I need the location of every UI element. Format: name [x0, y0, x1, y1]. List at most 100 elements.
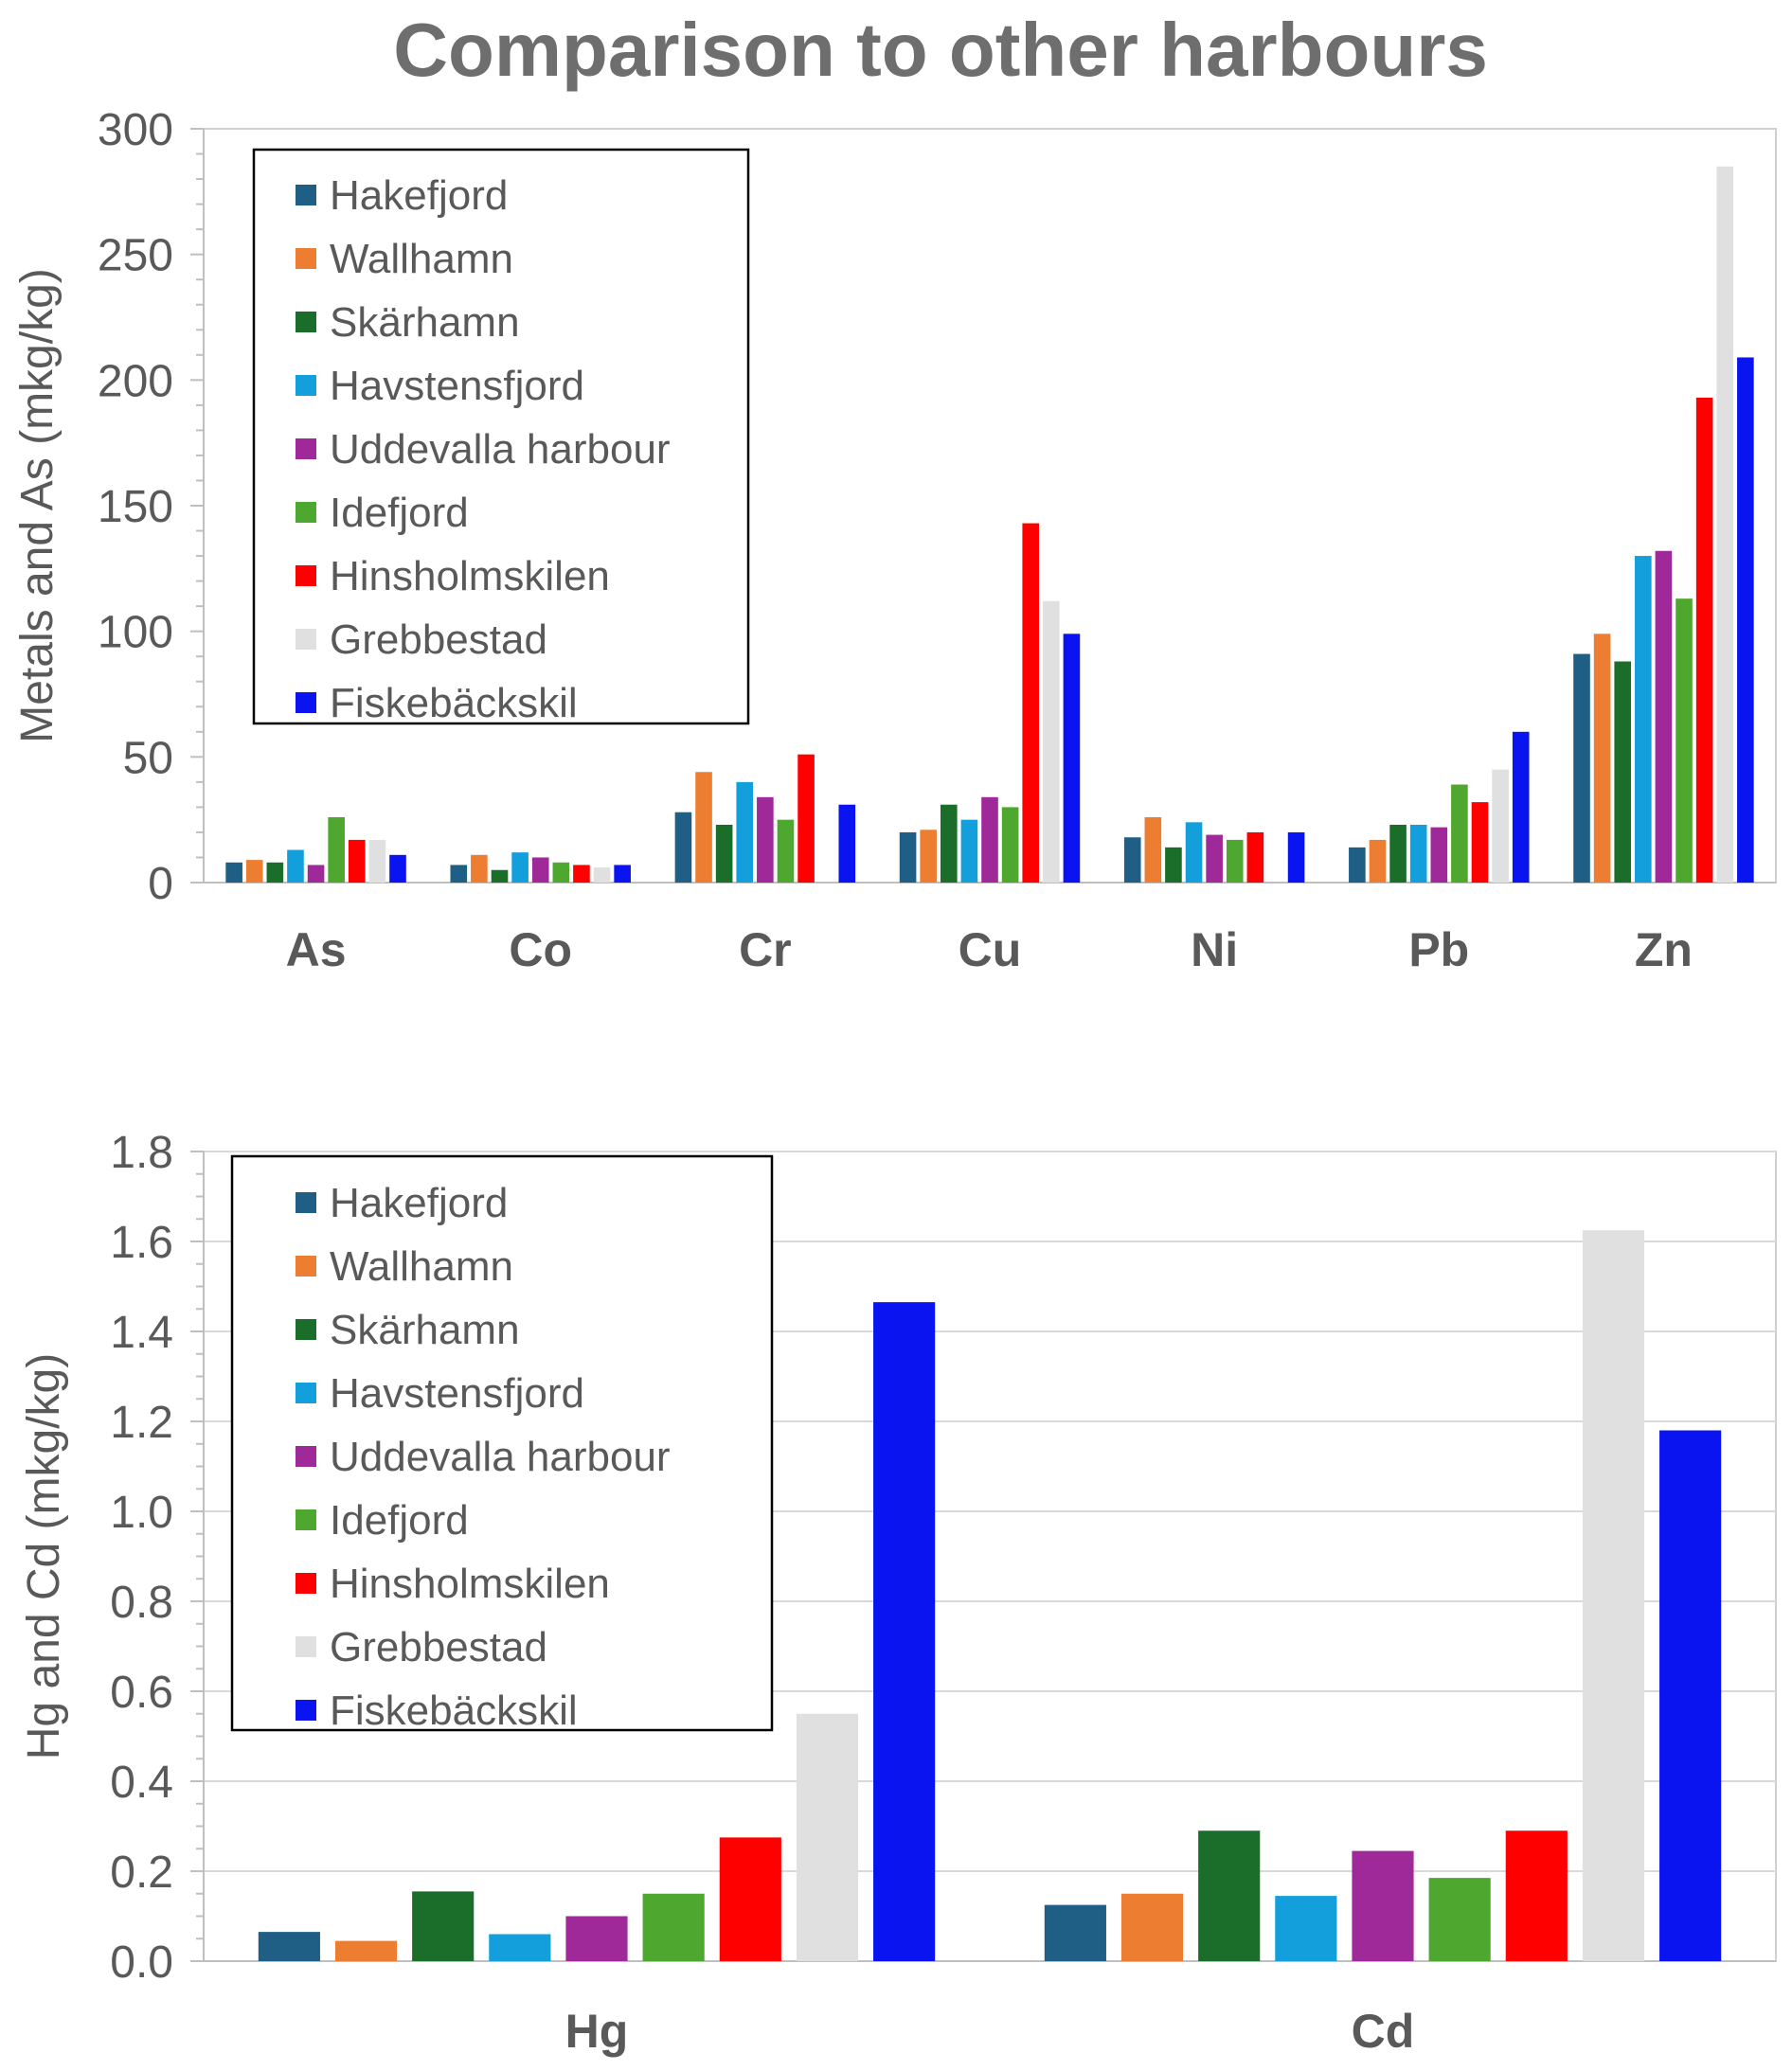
metals-bar — [245, 860, 263, 883]
hg-cd-bar — [489, 1934, 551, 1961]
metals-bar — [511, 852, 529, 883]
metals-legend-label: Fiskebäckskil — [330, 680, 578, 726]
metals-category-label: Ni — [1191, 923, 1238, 976]
metals-bar — [1144, 817, 1162, 883]
metals-bar — [797, 754, 815, 883]
metals-bar — [777, 819, 795, 883]
hg-cd-bar — [1582, 1230, 1645, 1961]
metals-bar — [1409, 824, 1427, 883]
metals-legend-swatch — [296, 375, 316, 396]
metals-legend-swatch — [296, 185, 316, 205]
hg-cd-legend-swatch — [296, 1446, 316, 1467]
metals-y-tick-label: 250 — [98, 231, 173, 281]
hg-cd-bar — [719, 1837, 781, 1961]
metals-bar — [920, 830, 937, 883]
metals-bar — [1369, 839, 1387, 883]
metals-legend-label: Idefjord — [330, 490, 469, 536]
metals-bar — [1246, 831, 1264, 883]
metals-y-axis-title: Metals and As (mkg/kg) — [12, 268, 63, 743]
metals-legend-label: Havstensfjord — [330, 363, 584, 409]
metals-bar — [450, 865, 468, 883]
metals-legend-swatch — [296, 248, 316, 269]
metals-bar — [1593, 634, 1611, 883]
metals-y-tick-label: 0 — [148, 859, 173, 909]
metals-category-label: Cu — [959, 923, 1022, 976]
metals-bar — [471, 854, 488, 883]
metals-legend-label: Skärhamn — [330, 299, 520, 346]
hg-cd-bar — [412, 1891, 475, 1961]
metals-bar — [1165, 847, 1182, 883]
hg-cd-legend-label: Idefjord — [330, 1497, 469, 1544]
metals-bar — [1451, 784, 1468, 883]
metals-bar — [1349, 847, 1366, 883]
chart-hg-cd: 0.0 0.2 0.4 0.6 0.8 1.0 1.2 1.4 1.6 1.8 Hg and Cd … — [19, 1128, 1777, 2058]
metals-bar — [1206, 834, 1223, 883]
hg-cd-y-tick-label: 0.0 — [110, 1937, 173, 1988]
metals-bar — [328, 817, 345, 883]
metals-bar — [1043, 600, 1060, 883]
hg-cd-y-tick-label: 1.2 — [110, 1398, 173, 1448]
metals-bar — [287, 849, 304, 883]
metals-legend-label: Uddevalla harbour — [330, 426, 671, 473]
metals-legend-label: Wallhamn — [330, 236, 513, 282]
hg-cd-bar — [796, 1713, 859, 1961]
hg-cd-y-tick-label: 0.6 — [110, 1668, 173, 1718]
hg-cd-bar — [1120, 1893, 1184, 1961]
hg-cd-bar — [1044, 1904, 1106, 1961]
hg-cd-bar — [1505, 1830, 1568, 1961]
hg-cd-y-tick-label: 0.8 — [110, 1578, 173, 1628]
metals-bar — [1573, 653, 1590, 883]
metals-y-tick-label: 150 — [98, 482, 173, 532]
metals-legend-label: Hakefjord — [330, 172, 508, 219]
hg-cd-bar — [642, 1893, 705, 1961]
metals-y-tick-label: 50 — [123, 733, 173, 783]
metals-category-label: Co — [509, 923, 572, 976]
metals-legend — [252, 148, 750, 725]
metals-bar — [960, 819, 978, 883]
metals-category-label: Zn — [1635, 923, 1693, 976]
metals-legend-swatch — [296, 692, 316, 713]
hg-cd-y-axis-title: Hg and Cd (mkg/kg) — [19, 1353, 69, 1760]
metals-category-label: As — [286, 923, 347, 976]
hg-cd-legend-label: Uddevalla harbour — [330, 1434, 671, 1480]
metals-bar — [899, 831, 917, 883]
hg-cd-bar — [873, 1302, 936, 1961]
metals-bar — [573, 865, 590, 883]
metals-bar — [1716, 166, 1734, 884]
metals-bar — [266, 862, 284, 883]
metals-bar — [593, 867, 611, 883]
metals-bar — [348, 839, 366, 883]
metals-bar — [1512, 731, 1530, 883]
metals-bar — [1492, 769, 1509, 883]
hg-cd-legend-swatch — [296, 1636, 316, 1657]
metals-y-tick-label: 200 — [98, 356, 173, 406]
metals-legend-swatch — [296, 565, 316, 586]
metals-bar — [614, 865, 631, 883]
metals-bar — [1655, 550, 1673, 883]
hg-cd-y-tick-label: 0.4 — [110, 1758, 173, 1808]
metals-bar — [1063, 634, 1081, 883]
hg-cd-y-tick-label: 1.4 — [110, 1308, 173, 1358]
metals-bar — [736, 781, 754, 883]
metals-bar — [1185, 822, 1203, 883]
metals-bar — [531, 857, 549, 883]
metals-bar — [1430, 827, 1448, 883]
metals-bar — [940, 804, 958, 883]
metals-bar — [674, 812, 692, 883]
metals-bar — [695, 772, 712, 883]
metals-y-tick-label: 100 — [98, 608, 173, 658]
hg-cd-legend-label: Havstensfjord — [330, 1370, 584, 1417]
metals-legend-swatch — [296, 312, 316, 332]
hg-cd-category-label: Hg — [565, 2005, 629, 2058]
metals-bar — [1123, 837, 1141, 883]
hg-cd-bar — [258, 1932, 320, 1961]
metals-bar — [715, 824, 733, 883]
hg-cd-legend-label: Fiskebäckskil — [330, 1687, 578, 1734]
metals-bar — [1737, 357, 1754, 883]
metals-legend-swatch — [296, 502, 316, 523]
hg-cd-legend-swatch — [296, 1700, 316, 1721]
hg-cd-bar — [1198, 1830, 1261, 1961]
metals-legend-label: Grebbestad — [330, 616, 547, 663]
metals-bar — [838, 804, 856, 883]
